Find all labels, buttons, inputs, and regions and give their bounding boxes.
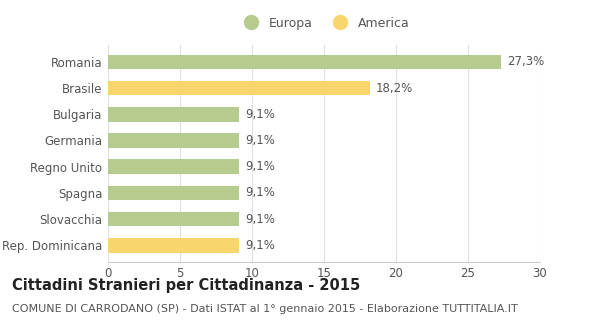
Legend: Europa, America: Europa, America <box>239 17 409 30</box>
Bar <box>108 81 370 95</box>
Text: 9,1%: 9,1% <box>245 160 275 173</box>
Text: 9,1%: 9,1% <box>245 212 275 226</box>
Bar <box>108 55 501 69</box>
Text: COMUNE DI CARRODANO (SP) - Dati ISTAT al 1° gennaio 2015 - Elaborazione TUTTITAL: COMUNE DI CARRODANO (SP) - Dati ISTAT al… <box>12 304 518 314</box>
Bar <box>108 186 239 200</box>
Bar <box>108 238 239 252</box>
Bar <box>108 107 239 122</box>
Text: 18,2%: 18,2% <box>376 82 413 95</box>
Text: 9,1%: 9,1% <box>245 187 275 199</box>
Text: Cittadini Stranieri per Cittadinanza - 2015: Cittadini Stranieri per Cittadinanza - 2… <box>12 278 360 293</box>
Bar <box>108 212 239 226</box>
Text: 9,1%: 9,1% <box>245 239 275 252</box>
Text: 27,3%: 27,3% <box>507 55 544 68</box>
Text: 9,1%: 9,1% <box>245 108 275 121</box>
Bar <box>108 159 239 174</box>
Bar <box>108 133 239 148</box>
Text: 9,1%: 9,1% <box>245 134 275 147</box>
